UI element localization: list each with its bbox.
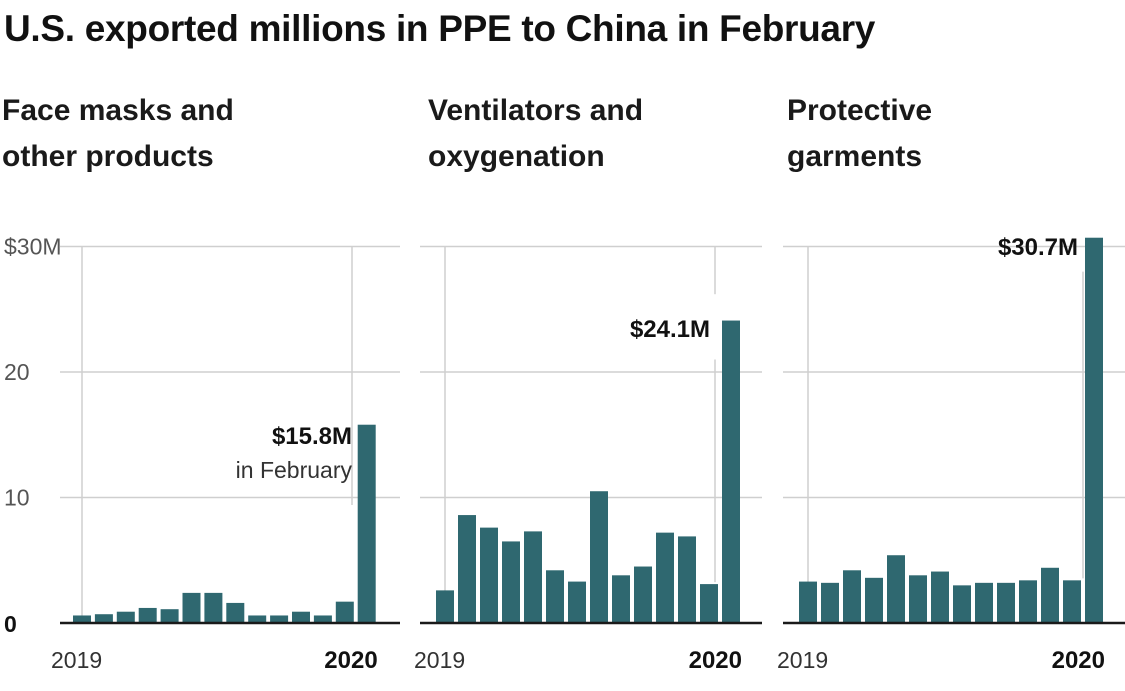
callout-sublabel: in February (236, 457, 353, 483)
chart-title: U.S. exported millions in PPE to China i… (4, 8, 876, 49)
bar (94, 614, 113, 623)
bar (502, 541, 520, 623)
bar (313, 615, 332, 623)
x-label-start-year: 2019 (51, 647, 102, 673)
panel-title-garments: Protective garments (787, 88, 932, 180)
bar (1063, 580, 1081, 623)
x-label-end-year: 2020 (1052, 647, 1105, 674)
bar (138, 607, 157, 623)
bar (909, 575, 927, 623)
y-tick-label: 20 (4, 359, 30, 385)
panel-title-line: garments (787, 140, 923, 173)
bar (678, 536, 696, 623)
bar (975, 582, 993, 623)
bar-february-2020 (722, 320, 740, 623)
bar (204, 592, 223, 623)
bar (865, 577, 883, 623)
bar (843, 570, 861, 623)
bar (1019, 580, 1037, 623)
bar (799, 581, 817, 623)
bar (524, 531, 542, 623)
panel-title-line: oxygenation (428, 140, 605, 173)
bar (700, 584, 718, 623)
bar (182, 592, 201, 623)
bar-february-2020 (357, 424, 376, 623)
x-label-start-year: 2019 (414, 647, 465, 673)
bar (568, 581, 586, 623)
x-label-end-year: 2020 (324, 647, 377, 674)
bar (821, 582, 839, 623)
panel-title-line: Ventilators and (428, 94, 644, 127)
panel-title-line: Face masks and (2, 94, 234, 127)
callout-value: $15.8M (272, 423, 352, 450)
bar (546, 570, 564, 623)
panel-title-ventilators: Ventilators and oxygenation (428, 88, 643, 180)
panel-title-line: other products (2, 140, 214, 173)
bar (887, 555, 905, 623)
bar (997, 582, 1015, 623)
bar (73, 615, 91, 623)
bar (590, 491, 608, 623)
bar (335, 601, 354, 623)
bar (612, 575, 630, 623)
y-tick-label: 10 (4, 485, 30, 511)
bar (436, 590, 454, 623)
panel-title-line: Protective (787, 94, 933, 127)
bar (160, 609, 179, 623)
bar (480, 527, 498, 623)
bar (931, 571, 949, 623)
x-label-end-year: 2020 (689, 647, 742, 674)
bar-february-2020 (1085, 237, 1103, 623)
bar (634, 566, 652, 623)
callout-value: $24.1M (630, 316, 710, 343)
bar (1041, 567, 1059, 623)
y-tick-label: 0 (4, 611, 17, 637)
bar (292, 611, 310, 623)
bar (270, 615, 289, 623)
callout-value: $30.7M (998, 234, 1078, 261)
bar (248, 615, 267, 623)
panel-title-face-masks: Face masks and other products (2, 88, 234, 180)
x-label-start-year: 2019 (777, 647, 828, 673)
bar (116, 611, 135, 623)
bar (656, 532, 674, 623)
bar (458, 515, 476, 623)
y-tick-label: $30M (4, 234, 62, 260)
bar (226, 602, 245, 623)
bar (953, 585, 971, 623)
